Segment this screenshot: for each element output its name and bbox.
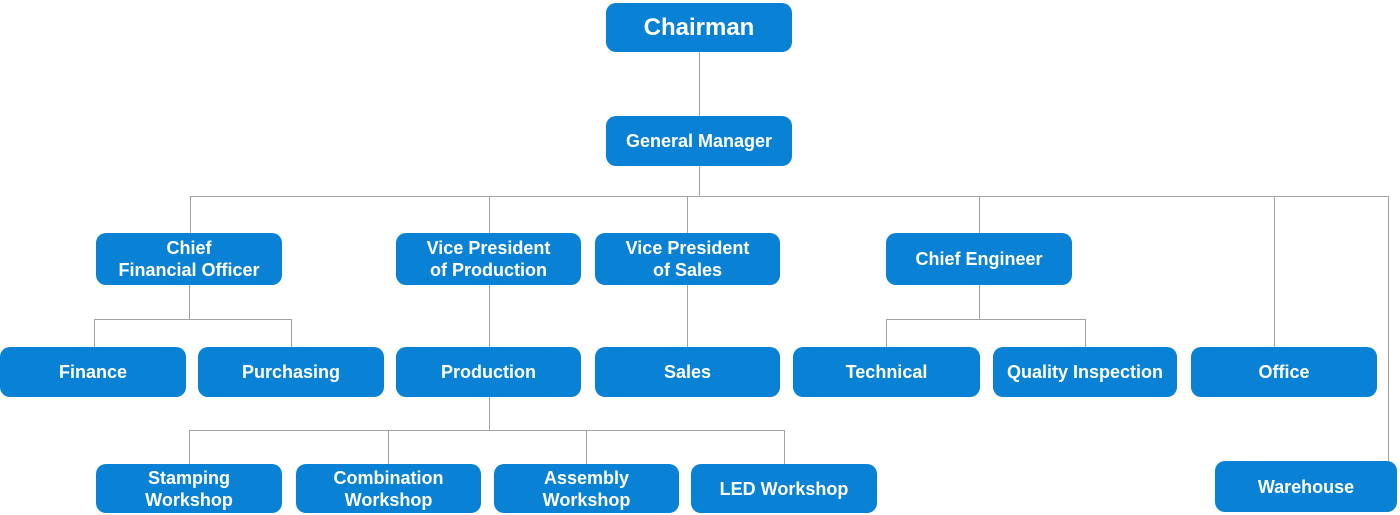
connector-drop-purchasing: [291, 319, 292, 347]
node-technical: Technical: [793, 347, 980, 397]
node-stamping-workshop: Stamping Workshop: [96, 464, 282, 513]
node-chief-financial-officer: Chief Financial Officer: [96, 233, 282, 285]
node-vp-production-label-line1: Vice President: [426, 238, 551, 258]
node-vp-production: Vice President of Production: [396, 233, 581, 285]
connector-drop-technical: [886, 319, 887, 347]
node-stamping-label-line2: Workshop: [145, 489, 233, 510]
node-led-workshop-label: LED Workshop: [719, 478, 849, 499]
node-assembly-workshop: Assembly Workshop: [494, 464, 679, 513]
connector-drop-assembly: [586, 430, 587, 464]
connector-gm-rail: [699, 166, 700, 196]
node-warehouse: Warehouse: [1215, 461, 1397, 512]
node-quality-inspection: Quality Inspection: [993, 347, 1177, 397]
node-cfo-label-line2: Financial Officer: [118, 260, 260, 280]
node-purchasing: Purchasing: [198, 347, 384, 397]
node-chairman: Chairman: [606, 3, 792, 52]
connector-drop-chief-engineer: [979, 196, 980, 233]
node-warehouse-label: Warehouse: [1257, 476, 1355, 497]
node-chairman-label: Chairman: [643, 13, 755, 41]
node-office-label: Office: [1258, 362, 1310, 382]
node-production: Production: [396, 347, 581, 397]
node-cfo-label-line1: Chief: [166, 238, 212, 258]
node-led-workshop: LED Workshop: [691, 464, 877, 513]
node-general-manager-label: General Manager: [625, 131, 773, 151]
connector-drop-stamping: [189, 430, 190, 464]
node-production-label: Production: [441, 362, 536, 382]
connector-drop-vp-sales: [687, 196, 688, 233]
node-vp-production-label-line2: of Production: [430, 260, 547, 280]
node-finance-label: Finance: [58, 362, 128, 382]
node-vp-sales-label-line2: of Sales: [652, 260, 723, 280]
connector-drop-finance: [94, 319, 95, 347]
connector-drop-cfo: [190, 196, 191, 233]
node-purchasing-label: Purchasing: [241, 362, 341, 382]
node-office: Office: [1191, 347, 1377, 397]
connector-drop-vp-production: [489, 196, 490, 233]
connector-drop-led: [784, 430, 785, 464]
connector-drop-warehouse: [1388, 196, 1389, 461]
connector-cfo-children-rail: [94, 319, 291, 320]
node-quality-inspection-label: Quality Inspection: [1006, 362, 1164, 382]
connector-workshops-rail: [189, 430, 784, 431]
node-sales-label: Sales: [663, 362, 712, 382]
connector-production-rail: [489, 397, 490, 430]
node-general-manager: General Manager: [606, 116, 792, 166]
node-stamping-label-line1: Stamping: [147, 467, 230, 488]
connector-vpsales-sales: [687, 285, 688, 347]
node-combination-label-line1: Combination: [333, 467, 444, 488]
connector-chairman-gm: [699, 52, 700, 116]
connector-drop-combination: [388, 430, 389, 464]
node-chief-engineer-label: Chief Engineer: [915, 249, 1043, 269]
connector-vpprod-production: [489, 285, 490, 347]
node-vp-sales-label-line1: Vice President: [625, 238, 750, 258]
connector-drop-quality-inspection: [1085, 319, 1086, 347]
node-assembly-label-line2: Workshop: [542, 489, 631, 510]
node-chief-engineer: Chief Engineer: [886, 233, 1072, 285]
node-finance: Finance: [0, 347, 186, 397]
connector-cfo-rail: [189, 285, 190, 319]
node-technical-label: Technical: [845, 362, 928, 382]
connector-ce-rail: [979, 285, 980, 319]
node-sales: Sales: [595, 347, 780, 397]
node-combination-workshop: Combination Workshop: [296, 464, 481, 513]
connector-main-rail: [190, 196, 1388, 197]
connector-drop-office: [1274, 196, 1275, 347]
node-assembly-label-line1: Assembly: [543, 467, 630, 488]
node-vp-sales: Vice President of Sales: [595, 233, 780, 285]
connector-ce-children-rail: [886, 319, 1085, 320]
node-combination-label-line2: Workshop: [344, 489, 433, 510]
